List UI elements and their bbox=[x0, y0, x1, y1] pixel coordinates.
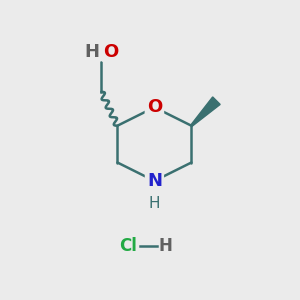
Polygon shape bbox=[191, 97, 220, 126]
Text: N: N bbox=[147, 172, 162, 190]
Text: O: O bbox=[147, 98, 162, 116]
Text: H: H bbox=[85, 43, 100, 61]
Text: Cl: Cl bbox=[119, 237, 137, 255]
Text: H: H bbox=[159, 237, 173, 255]
Text: H: H bbox=[149, 196, 160, 211]
Text: O: O bbox=[103, 43, 118, 61]
